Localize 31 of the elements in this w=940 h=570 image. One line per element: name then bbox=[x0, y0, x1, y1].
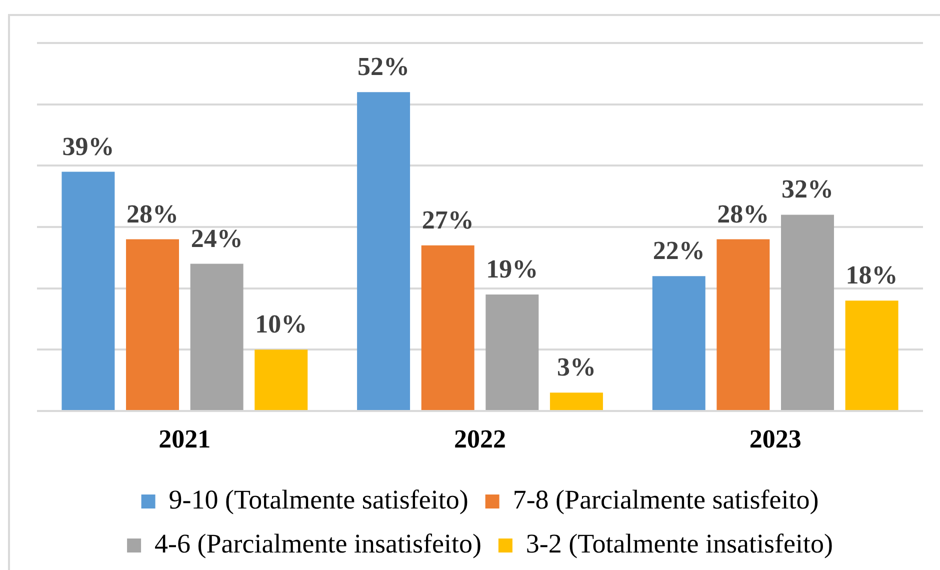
data-label: 28% bbox=[126, 199, 179, 228]
data-label: 10% bbox=[255, 310, 308, 339]
x-tick-label: 2022 bbox=[454, 424, 506, 454]
data-label: 52% bbox=[358, 52, 410, 82]
data-label: 27% bbox=[422, 205, 474, 234]
bar bbox=[126, 239, 180, 410]
legend-label: 7-8 (Parcialmente satisfeito) bbox=[512, 484, 819, 515]
bar bbox=[254, 350, 308, 410]
bar bbox=[845, 300, 898, 410]
bar bbox=[357, 92, 410, 410]
data-label: 18% bbox=[846, 260, 898, 290]
data-label: 32% bbox=[781, 174, 834, 204]
bar bbox=[190, 264, 244, 410]
data-label: 3% bbox=[556, 352, 596, 382]
bar bbox=[652, 276, 706, 410]
data-label: 28% bbox=[717, 199, 770, 228]
bar bbox=[486, 294, 539, 410]
data-label: 39% bbox=[62, 132, 114, 161]
data-label: 19% bbox=[486, 254, 538, 284]
bar bbox=[716, 239, 770, 410]
bar bbox=[550, 392, 603, 410]
x-tick-label: 2023 bbox=[749, 424, 802, 454]
legend-label: 9-10 (Totalmente satisfeito) bbox=[168, 484, 468, 515]
bar bbox=[780, 214, 834, 410]
legend-label: 4-6 (Parcialmente insatisfeito) bbox=[154, 528, 482, 559]
data-label: 22% bbox=[652, 236, 705, 266]
bar bbox=[421, 245, 474, 410]
x-tick-label: 2021 bbox=[158, 424, 211, 454]
data-label: 24% bbox=[190, 224, 243, 253]
bar bbox=[62, 172, 115, 410]
legend-label: 3-2 (Totalmente insatisfeito) bbox=[526, 528, 833, 559]
